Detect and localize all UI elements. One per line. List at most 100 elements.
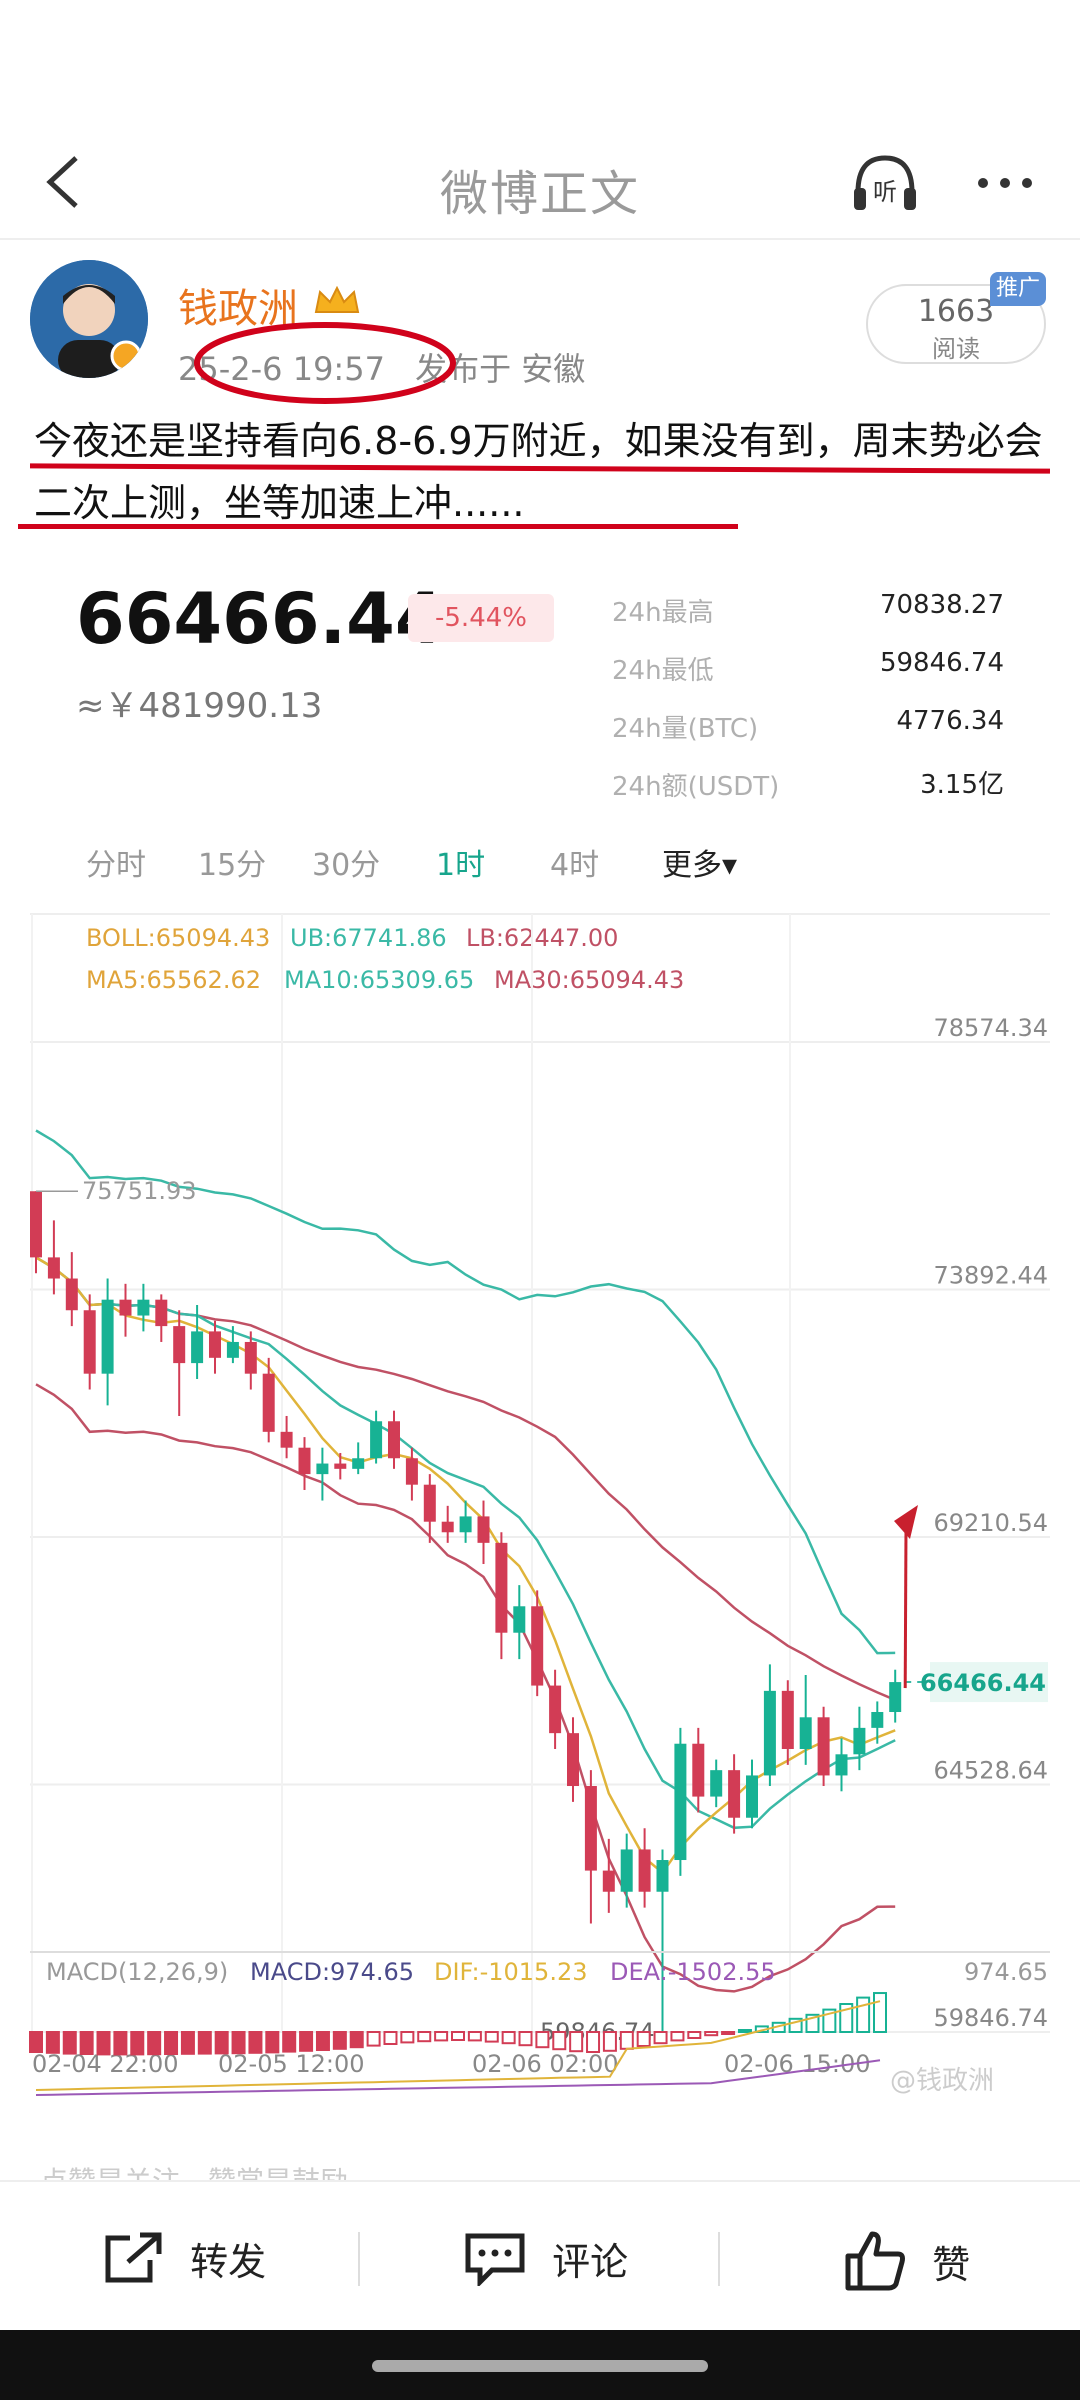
stat-label-turnover: 24h额(USDT) bbox=[612, 772, 780, 802]
candle-body bbox=[763, 1690, 776, 1776]
candle-body bbox=[835, 1754, 848, 1776]
legend-boll: BOLL:65094.43 bbox=[86, 924, 270, 952]
y-tick-label: 64528.64 bbox=[933, 1757, 1048, 1785]
macd-bar bbox=[518, 2031, 533, 2047]
candle-body bbox=[101, 1299, 114, 1374]
candle-body bbox=[638, 1849, 651, 1892]
candle-body bbox=[853, 1727, 866, 1755]
repost-button[interactable]: 转发 bbox=[100, 2230, 266, 2286]
top-bar: 微博正文 听 bbox=[0, 140, 1080, 230]
macd-bar bbox=[856, 1996, 871, 2033]
candle bbox=[388, 1410, 400, 1469]
tab-more[interactable]: 更多▾ bbox=[662, 848, 738, 883]
stat-value-low: 59846.74 bbox=[879, 648, 1004, 678]
tab-timeline[interactable]: 分时 bbox=[86, 848, 146, 883]
macd-dea: DEA:-1502.55 bbox=[610, 1958, 776, 1986]
macd-bar bbox=[484, 2031, 499, 2043]
macd-bar bbox=[349, 2031, 364, 2049]
back-arrow-icon[interactable] bbox=[36, 152, 96, 212]
macd-bar bbox=[180, 2031, 195, 2055]
candle bbox=[656, 1849, 669, 2033]
macd-bar bbox=[704, 2031, 719, 2037]
macd-bar bbox=[366, 2031, 381, 2047]
macd-bar bbox=[62, 2031, 77, 2055]
cutoff-text: 点赞是关注，赞赏是鼓励 bbox=[40, 2160, 348, 2180]
legend-ma30: MA30:65094.43 bbox=[494, 966, 684, 994]
stat-value-volume: 4776.34 bbox=[896, 706, 1004, 736]
like-icon bbox=[845, 2231, 905, 2291]
candle-body bbox=[477, 1516, 490, 1543]
candle bbox=[459, 1500, 472, 1543]
legend-ma10: MA10:65309.65 bbox=[284, 966, 474, 994]
more-options-icon[interactable] bbox=[975, 168, 1035, 198]
candle-body bbox=[173, 1326, 186, 1364]
header-divider bbox=[0, 238, 1080, 240]
candle bbox=[137, 1283, 150, 1332]
stat-value-turnover: 3.15亿 bbox=[920, 770, 1004, 800]
macd-bar bbox=[265, 2031, 280, 2054]
candle bbox=[244, 1331, 257, 1390]
macd-bar bbox=[383, 2031, 398, 2045]
macd-dif: DIF:-1015.23 bbox=[434, 1958, 588, 1986]
candle bbox=[65, 1252, 78, 1327]
comment-button[interactable]: 评论 bbox=[462, 2230, 628, 2289]
read-count-pill: 1663 阅读 bbox=[866, 284, 1046, 364]
like-button[interactable]: 赞 bbox=[842, 2230, 970, 2292]
candle-body bbox=[549, 1685, 562, 1734]
candle-body bbox=[47, 1257, 60, 1279]
candle-body bbox=[423, 1484, 436, 1522]
price-chart[interactable]: BOLL:65094.43 UB:67741.86 LB:62447.00 MA… bbox=[0, 900, 1080, 2100]
candle-body bbox=[226, 1341, 239, 1358]
candle-body bbox=[513, 1606, 526, 1633]
macd-axis-label: 974.65 bbox=[964, 1958, 1048, 1986]
candle bbox=[674, 1727, 687, 1876]
listen-label: 听 bbox=[873, 178, 897, 206]
x-tick-label: 02-05 12:00 bbox=[218, 2050, 365, 2078]
macd-bar bbox=[45, 2031, 60, 2054]
time-circle-highlight bbox=[194, 322, 456, 404]
candle bbox=[423, 1474, 436, 1543]
candle-body bbox=[710, 1770, 723, 1797]
macd-bar bbox=[113, 2031, 128, 2056]
candle-body bbox=[871, 1712, 884, 1728]
action-separator bbox=[718, 2232, 720, 2286]
candle-body bbox=[137, 1299, 150, 1316]
candle bbox=[477, 1500, 490, 1564]
headphones-icon[interactable]: 听 bbox=[850, 152, 920, 216]
macd-bar bbox=[214, 2031, 229, 2055]
macd-title: MACD(12,26,9) bbox=[46, 1958, 228, 1986]
macd-bar bbox=[164, 2031, 179, 2055]
candle bbox=[262, 1357, 275, 1443]
candle bbox=[567, 1717, 579, 1802]
tab-15m[interactable]: 15分 bbox=[198, 848, 267, 883]
promo-tag: 推广 bbox=[990, 272, 1046, 306]
red-arrow-line bbox=[903, 1526, 908, 1689]
candle bbox=[835, 1738, 848, 1792]
macd-bar bbox=[602, 2031, 617, 2052]
candle bbox=[316, 1447, 329, 1501]
y-tick-label: 73892.44 bbox=[933, 1262, 1048, 1290]
read-count-label: 阅读 bbox=[932, 335, 980, 363]
macd-bar bbox=[417, 2031, 432, 2043]
candle bbox=[173, 1310, 186, 1416]
tab-4h[interactable]: 4时 bbox=[550, 848, 600, 883]
like-label: 赞 bbox=[932, 2242, 971, 2287]
macd-bar bbox=[552, 2031, 567, 2051]
tab-30m[interactable]: 30分 bbox=[312, 848, 381, 883]
candle-body bbox=[262, 1373, 275, 1432]
underline-line-2 bbox=[18, 524, 738, 529]
candle bbox=[638, 1828, 651, 1908]
price-change-badge: -5.44% bbox=[408, 594, 554, 642]
candle bbox=[531, 1590, 544, 1697]
candle-body bbox=[620, 1849, 633, 1892]
candle-body bbox=[746, 1775, 758, 1818]
avatar[interactable] bbox=[30, 260, 148, 378]
tab-1h[interactable]: 1时 bbox=[436, 848, 486, 883]
home-indicator[interactable] bbox=[372, 2360, 708, 2372]
stat-label-high: 24h最高 bbox=[612, 598, 714, 628]
author-name[interactable]: 钱政洲 bbox=[178, 286, 298, 332]
macd-bar bbox=[299, 2031, 314, 2052]
candle-body bbox=[889, 1682, 902, 1713]
current-price-tag bbox=[930, 1662, 1048, 1703]
candle-body bbox=[316, 1463, 329, 1475]
